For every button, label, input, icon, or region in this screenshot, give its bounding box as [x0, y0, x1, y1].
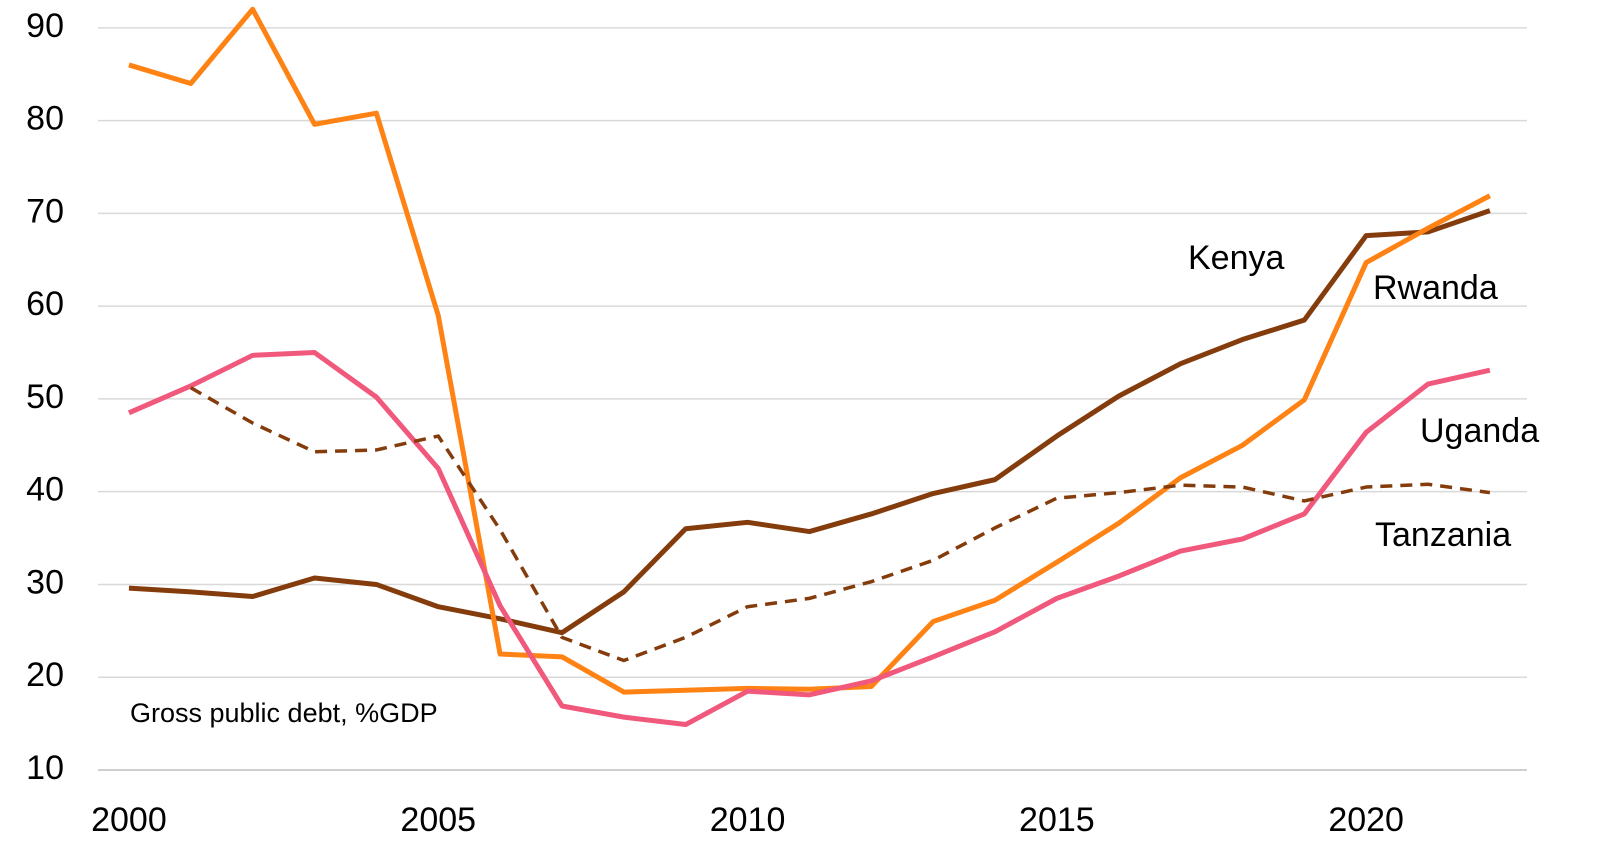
series-label: Tanzania: [1375, 516, 1511, 554]
x-tick-label: 2020: [1328, 801, 1404, 839]
series-line: [128, 6, 1492, 695]
y-tick-label: 30: [26, 563, 64, 601]
series-line: [189, 386, 1491, 663]
x-tick-label: 2015: [1019, 801, 1095, 839]
y-tick-label: 40: [26, 471, 64, 509]
y-tick-label: 70: [26, 192, 64, 230]
y-tick-label: 80: [26, 100, 64, 138]
y-tick-label: 20: [26, 656, 64, 694]
series-label: Kenya: [1188, 239, 1284, 277]
y-tick-label: 50: [26, 378, 64, 416]
x-tick-label: 2005: [400, 801, 476, 839]
x-tick-label: 2000: [91, 801, 167, 839]
series-label: Uganda: [1420, 412, 1539, 450]
series-line: [128, 208, 1491, 636]
y-tick-label: 60: [26, 285, 64, 323]
y-tick-label: 10: [26, 749, 64, 787]
x-tick-label: 2010: [710, 801, 786, 839]
series-line: [127, 350, 1491, 728]
series-label: Rwanda: [1373, 269, 1498, 307]
y-tick-label: 90: [26, 7, 64, 45]
annotation: Gross public debt, %GDP: [130, 698, 438, 728]
